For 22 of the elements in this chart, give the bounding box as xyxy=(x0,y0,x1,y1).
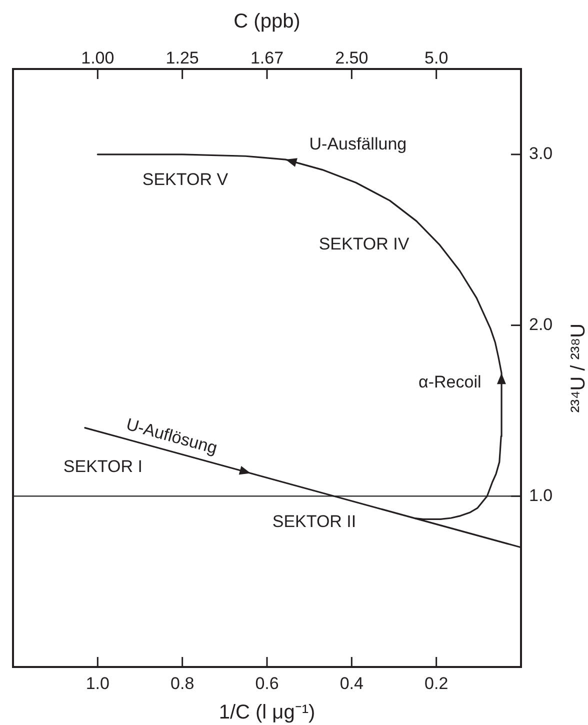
x-tick-label: 0.8 xyxy=(170,674,194,693)
x-tick-label: 0.6 xyxy=(255,674,279,693)
y-tick-label: 2.0 xyxy=(529,314,553,334)
annotation: SEKTOR II xyxy=(272,512,356,531)
x-tick-label: 0.2 xyxy=(424,674,448,693)
annotation: SEKTOR I xyxy=(63,456,142,476)
x-axis-title: 1/C (l μg⁻¹) xyxy=(218,702,316,724)
y-tick-label: 3.0 xyxy=(529,144,553,164)
text: 5.0 xyxy=(424,48,448,68)
y-axis-title: ²³⁴U / ²³⁸U xyxy=(568,323,588,413)
annotation: α-Recoil xyxy=(418,372,482,392)
y-tick-label: 1.0 xyxy=(529,486,553,505)
x-tick-label: 0.4 xyxy=(340,674,364,693)
text: 1.25 xyxy=(166,48,199,68)
text: 1.67 xyxy=(250,48,284,68)
annotation: SEKTOR V xyxy=(142,170,229,189)
annotation: U-Ausfällung xyxy=(309,134,407,154)
text: 2.50 xyxy=(335,48,368,68)
text: 1.00 xyxy=(81,48,114,68)
x2-axis-title: C (ppb) xyxy=(234,10,300,33)
x-tick-label: 1.0 xyxy=(86,674,110,693)
annotation: SEKTOR IV xyxy=(318,234,410,254)
